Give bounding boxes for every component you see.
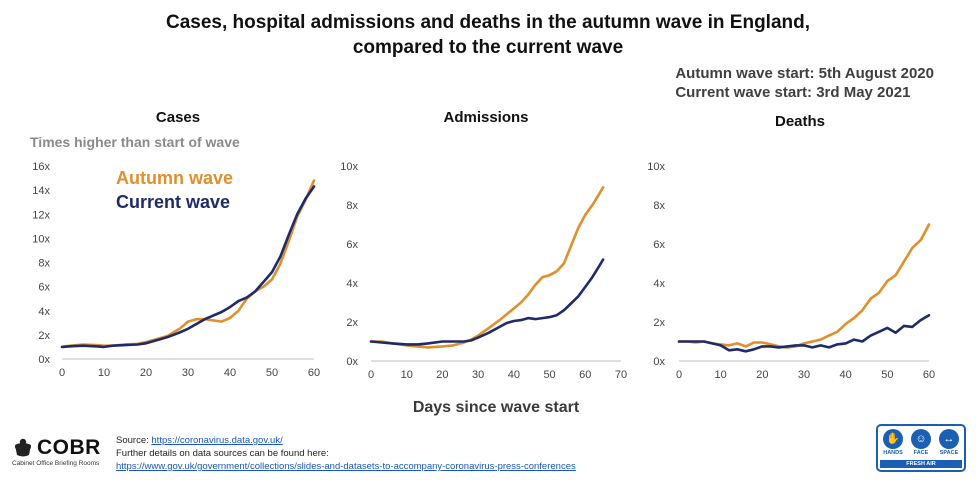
x-tick-label: 20 (756, 369, 768, 381)
y-tick-label: 8x (653, 200, 665, 212)
cobr-name: COBR (37, 436, 101, 459)
x-tick-label: 70 (615, 369, 627, 381)
autumn-wave-line (369, 186, 605, 349)
chart-title: Admissions (443, 109, 528, 126)
current-wave-line (60, 185, 316, 349)
x-tick-label: 50 (881, 369, 893, 381)
legend-autumn: Autumn wave (116, 168, 233, 188)
face-icon: ☺ (911, 429, 931, 449)
y-tick-label: 10x (32, 233, 50, 245)
autumn-start-label: Autumn wave start: 5th August 2020 (675, 65, 934, 82)
y-tick-label: 14x (32, 185, 50, 197)
current-wave-line (369, 258, 605, 346)
source-line: Source: https://coronavirus.data.gov.uk/ (116, 434, 576, 447)
details-link[interactable]: https://www.gov.uk/government/collection… (116, 461, 576, 472)
y-tick-label: 4x (346, 278, 358, 290)
admissions-chart: Admissions 0x 2x 4x 6x 8x 10x 0 10 20 30 40 50 60 70 (340, 109, 627, 381)
hands-item: ✋ HANDS (880, 429, 906, 456)
x-tick-label: 0 (676, 369, 682, 381)
face-label: FACE (913, 450, 929, 456)
x-tick-label: 0 (368, 369, 374, 381)
x-tick-label: 50 (266, 367, 278, 379)
y-tick-label: 6x (346, 239, 358, 251)
y-tick-label: 4x (653, 278, 665, 290)
legend-current: Current wave (116, 192, 230, 212)
x-tick-label: 10 (401, 369, 413, 381)
wave-start-info: Autumn wave start: 5th August 2020 Curre… (675, 64, 934, 102)
crest-icon (15, 438, 31, 457)
y-tick-label: 6x (653, 239, 665, 251)
y-tick-label: 0x (653, 356, 665, 368)
hands-face-space-logo: ✋ HANDS ☺ FACE ↔ SPACE FRESH AIR (876, 424, 966, 472)
y-tick-label: 16x (32, 161, 50, 173)
x-tick-label: 10 (715, 369, 727, 381)
x-tick-label: 60 (579, 369, 591, 381)
x-tick-label: 60 (923, 369, 935, 381)
deaths-chart: Deaths 0x 2x 4x 6x 8x 10x 0 10 20 30 40 50 60 (647, 113, 935, 381)
space-label: SPACE (939, 450, 959, 456)
charts-area: Cases 0x 2x 4x 6x 8x 10x 12x 14x 16x 0 10 20 30 40 50 60… (30, 109, 935, 416)
y-tick-label: 10x (340, 161, 358, 173)
y-tick-label: 8x (38, 258, 50, 270)
current-start-label: Current wave start: 3rd May 2021 (675, 84, 911, 101)
source-link[interactable]: https://coronavirus.data.gov.uk/ (151, 435, 283, 446)
y-tick-label: 2x (653, 317, 665, 329)
y-tick-label: 2x (38, 330, 50, 342)
details-text: Further details on data sources can be f… (116, 448, 329, 459)
x-tick-label: 40 (224, 367, 236, 379)
hands-icon: ✋ (883, 429, 903, 449)
y-tick-label: 2x (346, 317, 358, 329)
fresh-air-bar: FRESH AIR (880, 460, 962, 468)
x-tick-label: 20 (140, 367, 152, 379)
y-tick-label: 8x (346, 200, 358, 212)
source-prefix: Source: (116, 435, 152, 446)
x-tick-label: 50 (543, 369, 555, 381)
x-tick-label: 30 (182, 367, 194, 379)
y-tick-label: 4x (38, 306, 50, 318)
x-tick-label: 60 (308, 367, 320, 379)
x-tick-label: 10 (98, 367, 110, 379)
y-tick-label: 12x (32, 209, 50, 221)
cases-chart: Cases 0x 2x 4x 6x 8x 10x 12x 14x 16x 0 10 20 30 40 50 60 (32, 109, 320, 379)
x-axis-label: Days since wave start (413, 399, 580, 416)
x-tick-label: 40 (840, 369, 852, 381)
title-line-1: Cases, hospital admissions and deaths in… (165, 12, 811, 33)
y-tick-label: 0x (346, 356, 358, 368)
space-icon: ↔ (939, 429, 959, 449)
current-wave-line (677, 313, 931, 353)
hands-label: HANDS (883, 450, 903, 456)
cobr-subtitle: Cabinet Office Briefing Rooms (12, 460, 100, 467)
x-tick-label: 0 (59, 367, 65, 379)
x-tick-label: 20 (436, 369, 448, 381)
chart-title: Cases (156, 109, 200, 126)
space-item: ↔ SPACE (936, 429, 962, 456)
face-item: ☺ FACE (908, 429, 934, 456)
chart-title: Deaths (775, 113, 825, 130)
y-axis-label: Times higher than start of wave (30, 134, 240, 150)
x-tick-label: 30 (472, 369, 484, 381)
y-tick-label: 0x (38, 354, 50, 366)
y-tick-label: 6x (38, 282, 50, 294)
title-line-2: compared to the current wave (352, 37, 624, 58)
x-tick-label: 30 (798, 369, 810, 381)
footer-sources: Source: https://coronavirus.data.gov.uk/… (116, 434, 576, 473)
y-tick-label: 10x (647, 161, 665, 173)
x-tick-label: 40 (508, 369, 520, 381)
page-title: Cases, hospital admissions and deaths in… (0, 10, 976, 60)
